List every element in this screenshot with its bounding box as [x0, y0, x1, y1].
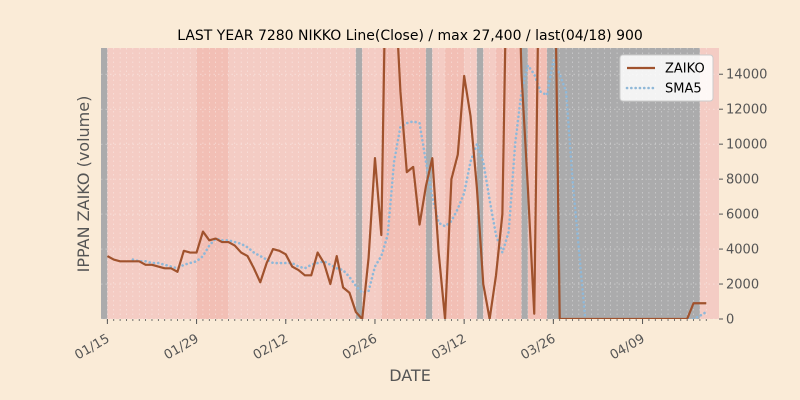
legend-box [619, 54, 714, 102]
zaiko-line [106, 48, 707, 319]
x-tick-label: 01/15 [72, 331, 112, 363]
band-2 [196, 48, 229, 319]
band-9 [445, 48, 465, 319]
y-tick-label: 12000 [726, 103, 767, 118]
band-5 [362, 48, 382, 319]
legend-label-zaiko: ZAIKO [665, 62, 705, 77]
x-axis-title: DATE [389, 366, 431, 385]
x-tick-label: 03/12 [429, 331, 469, 363]
y-tick-label: 6000 [726, 208, 759, 223]
x-tick-label: 01/29 [162, 331, 202, 363]
chart-title: LAST YEAR 7280 NIKKO Line(Close) / max 2… [177, 28, 643, 44]
y-tick-label: 10000 [726, 138, 767, 153]
y-tick-label: 2000 [726, 278, 759, 293]
y-tick-label: 0 [726, 313, 734, 328]
x-tick-label: 03/26 [518, 331, 558, 363]
x-tick-label: 02/26 [340, 331, 380, 363]
band-11 [476, 48, 484, 319]
y-tick-label: 8000 [726, 173, 759, 188]
series-lines [106, 48, 708, 319]
band-17 [699, 48, 719, 319]
y-axis: 0 2000 4000 6000 8000 10000 12000 14000 [719, 68, 767, 328]
band-14 [521, 48, 528, 319]
x-axis: 01/15 01/29 02/12 02/26 03/12 03/26 04/09 [72, 319, 707, 363]
band-4 [355, 48, 363, 319]
band-15 [527, 48, 547, 319]
band-6 [381, 48, 426, 319]
sma5-line [131, 58, 708, 319]
y-axis-title: IPPAN ZAIKO (volume) [74, 96, 93, 273]
x-tick-label: 04/09 [608, 331, 648, 363]
y-tick-label: 14000 [726, 68, 767, 83]
y-tick-label: 4000 [726, 243, 759, 258]
legend[interactable]: ZAIKO SMA5 [619, 54, 714, 102]
plot-area [101, 48, 719, 320]
legend-label-sma5: SMA5 [665, 82, 702, 97]
x-tick-label: 02/12 [251, 331, 291, 363]
band-0 [101, 48, 108, 319]
